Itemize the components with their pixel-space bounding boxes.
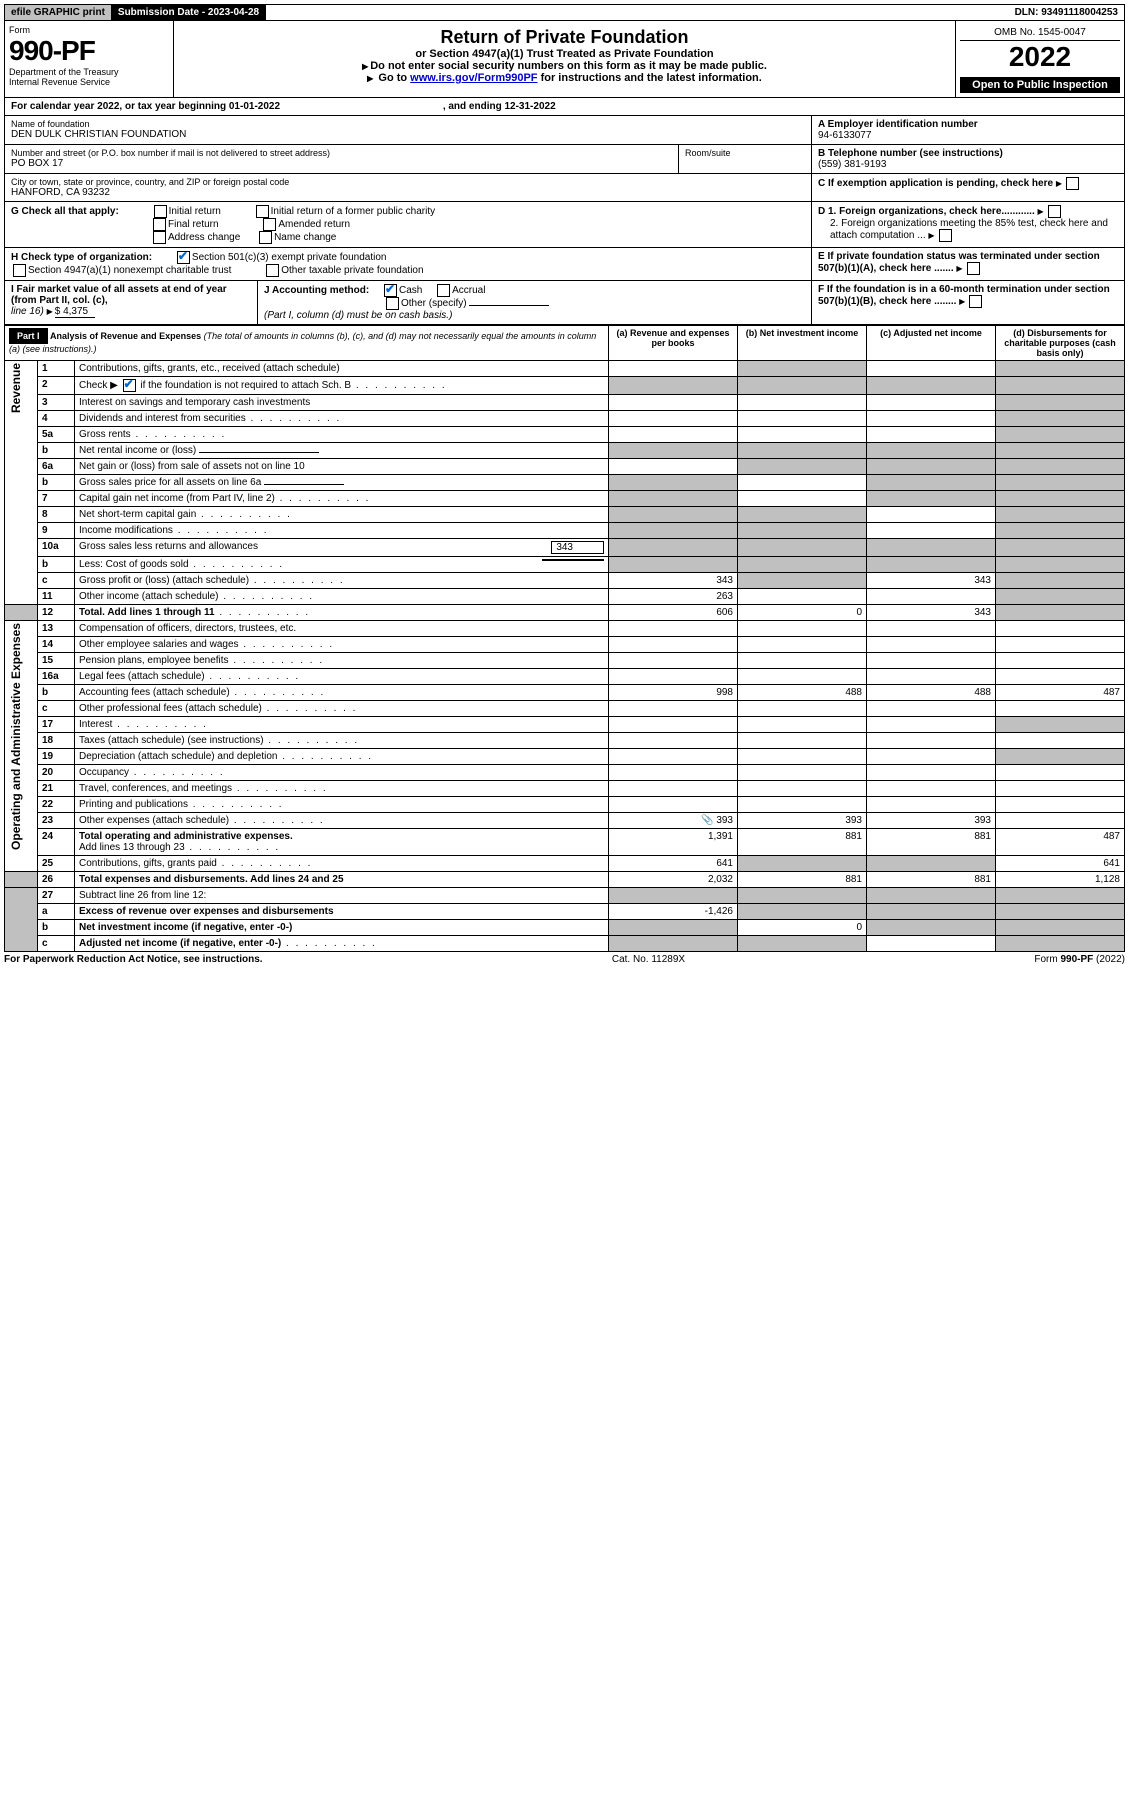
checkbox-e[interactable]: [967, 262, 980, 275]
expense-side-label: Operating and Administrative Expenses: [9, 623, 23, 850]
omb-number: OMB No. 1545-0047: [960, 25, 1120, 41]
dln: DLN: 93491118004253: [1009, 5, 1124, 20]
fmv-value: $ 4,375: [55, 306, 95, 318]
checkbox-name[interactable]: [259, 231, 272, 244]
checkbox-schb[interactable]: [123, 379, 136, 392]
checkbox-other-tax[interactable]: [266, 264, 279, 277]
box-j-label: J Accounting method:: [264, 285, 369, 296]
r10a-inline-value: 343: [551, 541, 604, 554]
form-title: Return of Private Foundation: [180, 27, 949, 48]
foundation-name: DEN DULK CHRISTIAN FOUNDATION: [11, 129, 805, 140]
checkbox-amended[interactable]: [263, 218, 276, 231]
checkbox-d2[interactable]: [939, 229, 952, 242]
checkbox-address[interactable]: [153, 231, 166, 244]
checkbox-cash[interactable]: [384, 284, 397, 297]
col-d-header: (d) Disbursements for charitable purpose…: [996, 326, 1125, 361]
checkbox-other-acct[interactable]: [386, 297, 399, 310]
col-a-header: (a) Revenue and expenses per books: [609, 326, 738, 361]
ein-value: 94-6133077: [818, 130, 1118, 141]
box-d1: D 1. Foreign organizations, check here..…: [818, 206, 1035, 217]
checkbox-4947[interactable]: [13, 264, 26, 277]
instruction-1: Do not enter social security numbers on …: [180, 60, 949, 72]
checkbox-accrual[interactable]: [437, 284, 450, 297]
box-i-label: I Fair market value of all assets at end…: [11, 284, 227, 306]
phone-label: B Telephone number (see instructions): [818, 148, 1118, 159]
addr-value: PO BOX 17: [11, 158, 672, 169]
room-label: Room/suite: [685, 148, 805, 158]
checkbox-final[interactable]: [153, 218, 166, 231]
submission-date: Submission Date - 2023-04-28: [112, 5, 266, 20]
form-number: 990-PF: [9, 35, 169, 67]
col-c-header: (c) Adjusted net income: [867, 326, 996, 361]
checkbox-f[interactable]: [969, 295, 982, 308]
box-h-label: H Check type of organization:: [11, 252, 152, 263]
part1-label: Part I: [9, 328, 48, 344]
irs-label: Internal Revenue Service: [9, 77, 169, 87]
page-footer: For Paperwork Reduction Act Notice, see …: [4, 952, 1125, 967]
form-header: Form 990-PF Department of the Treasury I…: [4, 21, 1125, 98]
checkbox-c[interactable]: [1066, 177, 1079, 190]
checkbox-d1[interactable]: [1048, 205, 1061, 218]
tax-year: 2022: [960, 41, 1120, 73]
name-label: Name of foundation: [11, 119, 805, 129]
part1-table: Part I Analysis of Revenue and Expenses …: [4, 325, 1125, 952]
calendar-year-row: For calendar year 2022, or tax year begi…: [4, 98, 1125, 116]
addr-label: Number and street (or P.O. box number if…: [11, 148, 672, 158]
revenue-side-label: Revenue: [9, 363, 23, 413]
phone-value: (559) 381-9193: [818, 159, 1118, 170]
footer-mid: Cat. No. 11289X: [612, 954, 685, 965]
instruction-2: Go to www.irs.gov/Form990PF for instruct…: [180, 72, 949, 84]
footer-left: For Paperwork Reduction Act Notice, see …: [4, 954, 263, 965]
col-b-header: (b) Net investment income: [738, 326, 867, 361]
city-label: City or town, state or province, country…: [11, 177, 805, 187]
irs-link[interactable]: www.irs.gov/Form990PF: [410, 72, 537, 84]
city-value: HANFORD, CA 93232: [11, 187, 805, 198]
checkbox-initial-former[interactable]: [256, 205, 269, 218]
box-g-label: G Check all that apply:: [11, 206, 119, 217]
part1-title: Analysis of Revenue and Expenses: [50, 331, 201, 341]
form-subtitle: or Section 4947(a)(1) Trust Treated as P…: [180, 48, 949, 60]
form-label: Form: [9, 25, 169, 35]
checkbox-501c3[interactable]: [177, 251, 190, 264]
ein-label: A Employer identification number: [818, 119, 1118, 130]
dept-label: Department of the Treasury: [9, 67, 169, 77]
open-public: Open to Public Inspection: [960, 77, 1120, 93]
identity-block: Name of foundation DEN DULK CHRISTIAN FO…: [4, 116, 1125, 145]
box-d2: 2. Foreign organizations meeting the 85%…: [830, 218, 1108, 241]
footer-right: Form 990-PF (2022): [1034, 954, 1125, 965]
box-j-note: (Part I, column (d) must be on cash basi…: [264, 310, 452, 321]
top-bar: efile GRAPHIC print Submission Date - 20…: [4, 4, 1125, 21]
checkbox-initial[interactable]: [154, 205, 167, 218]
box-c: C If exemption application is pending, c…: [812, 174, 1124, 201]
attach-icon[interactable]: 📎: [701, 815, 713, 826]
efile-print-button[interactable]: efile GRAPHIC print: [5, 5, 112, 20]
